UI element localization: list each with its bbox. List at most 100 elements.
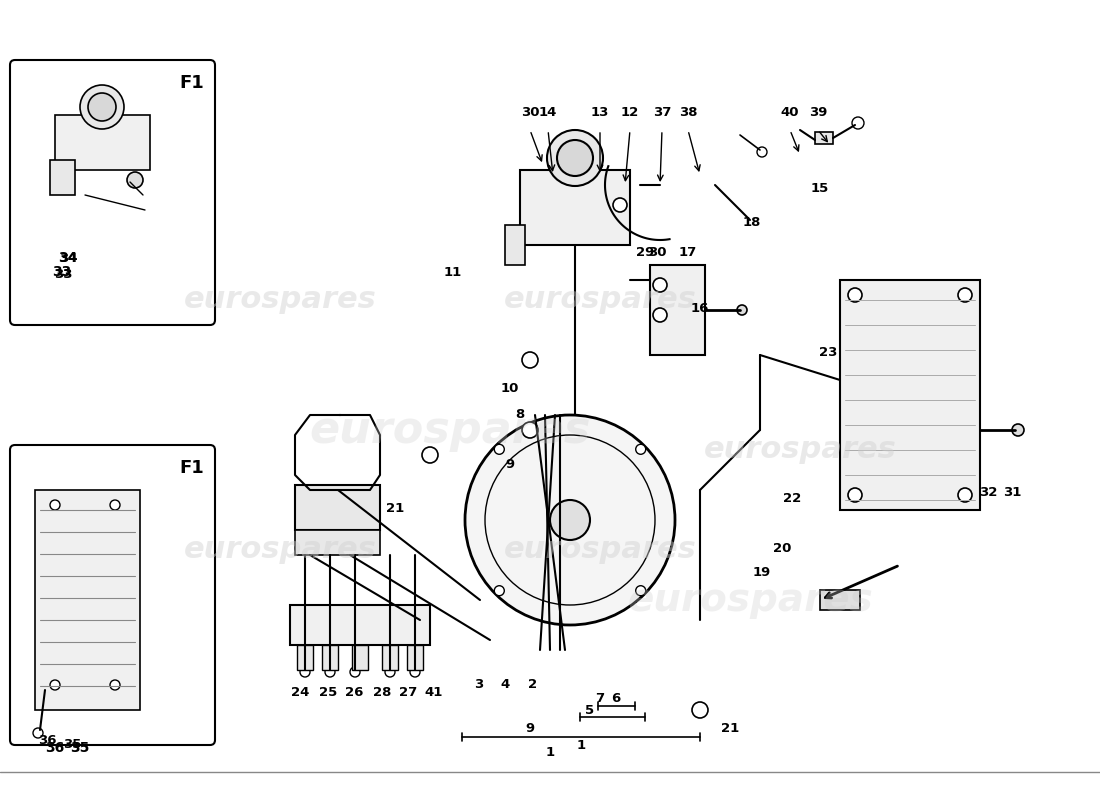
Text: 32: 32 [979,486,998,498]
FancyBboxPatch shape [10,60,214,325]
Circle shape [547,130,603,186]
Circle shape [80,85,124,129]
Bar [820,590,860,610]
FancyBboxPatch shape [10,445,214,745]
Circle shape [636,586,646,596]
Text: 7: 7 [595,691,605,705]
Bar [295,530,380,555]
Text: 4: 4 [500,678,509,691]
Text: 40: 40 [781,106,800,118]
Circle shape [636,444,646,454]
Bar [290,605,430,645]
Bar [407,645,424,670]
Text: 2: 2 [528,678,538,691]
Circle shape [385,667,395,677]
Text: 6: 6 [612,691,620,705]
Circle shape [50,500,60,510]
Text: 38: 38 [679,106,697,118]
Circle shape [692,702,708,718]
Text: 30: 30 [520,106,539,118]
Text: F1: F1 [179,459,205,477]
Text: 36: 36 [37,734,56,746]
Circle shape [110,500,120,510]
Circle shape [324,667,336,677]
Bar [50,160,75,195]
Bar [352,645,368,670]
Bar [295,485,380,530]
Text: eurospares: eurospares [504,286,696,314]
Circle shape [550,500,590,540]
Circle shape [757,147,767,157]
Circle shape [848,288,862,302]
Bar [815,132,833,144]
Text: 34: 34 [58,251,77,265]
Circle shape [958,288,972,302]
Text: 8: 8 [516,409,525,422]
Circle shape [494,586,504,596]
Bar [35,490,140,710]
Circle shape [126,172,143,188]
Circle shape [350,667,360,677]
Text: 35: 35 [63,738,81,750]
Text: 30: 30 [648,246,667,258]
Circle shape [50,680,60,690]
Circle shape [737,305,747,315]
Text: 12: 12 [620,106,639,118]
Text: 21: 21 [386,502,404,514]
Bar [505,225,525,265]
Circle shape [522,352,538,368]
Text: 3: 3 [474,678,484,691]
Text: 21: 21 [720,722,739,734]
Text: 9: 9 [505,458,515,470]
Bar [650,265,705,355]
Text: 27: 27 [399,686,417,698]
Bar [840,280,980,510]
Text: 34: 34 [58,251,78,265]
Circle shape [494,444,504,454]
Text: eurospares: eurospares [504,535,696,565]
Bar [322,645,338,670]
Text: 31: 31 [1003,486,1021,498]
Text: 29: 29 [636,246,654,258]
Circle shape [110,680,120,690]
Text: eurospares: eurospares [627,581,873,619]
Circle shape [522,422,538,438]
Circle shape [88,93,116,121]
Text: eurospares: eurospares [309,409,591,451]
Text: 23: 23 [818,346,837,358]
Text: eurospares: eurospares [704,435,896,465]
Text: 28: 28 [373,686,392,698]
Bar [382,645,398,670]
Circle shape [1012,424,1024,436]
Text: 10: 10 [500,382,519,394]
Text: 11: 11 [444,266,462,278]
Text: 33: 33 [54,267,73,281]
Text: 25: 25 [319,686,337,698]
Text: 9: 9 [526,722,535,734]
Text: eurospares: eurospares [184,535,376,565]
Text: 35: 35 [70,741,90,755]
Text: 24: 24 [290,686,309,698]
Circle shape [653,278,667,292]
Text: 39: 39 [808,106,827,118]
Circle shape [422,447,438,463]
Text: 16: 16 [691,302,710,314]
Text: 15: 15 [811,182,829,194]
Text: 37: 37 [652,106,671,118]
Text: 14: 14 [539,106,558,118]
Text: F1: F1 [179,74,205,92]
Text: 1: 1 [576,739,585,752]
Circle shape [557,140,593,176]
Circle shape [958,488,972,502]
Circle shape [410,667,420,677]
Bar [55,115,150,170]
Text: 5: 5 [585,703,595,717]
Circle shape [613,198,627,212]
Circle shape [653,308,667,322]
Circle shape [848,488,862,502]
Circle shape [465,415,675,625]
Text: 22: 22 [783,491,801,505]
Text: 18: 18 [742,215,761,229]
Text: 20: 20 [773,542,791,554]
Bar [520,170,630,245]
